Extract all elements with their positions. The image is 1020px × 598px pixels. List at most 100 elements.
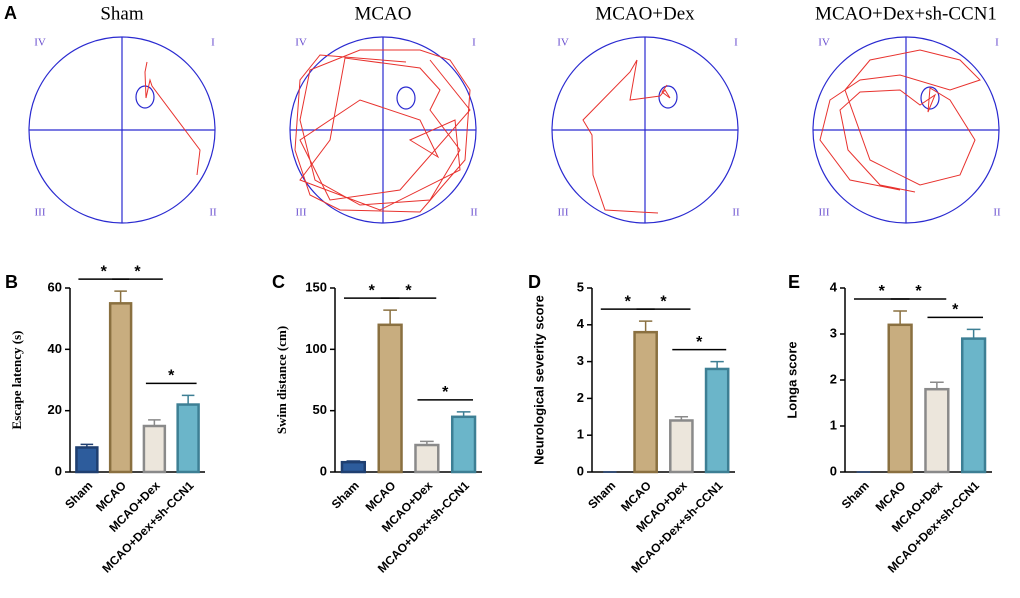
maze-title: Sham (100, 3, 144, 24)
quadrant-label: II (209, 207, 217, 219)
trajectory (294, 49, 471, 213)
y-tick-label: 60 (48, 279, 62, 294)
bar (669, 419, 694, 474)
bar (75, 446, 99, 474)
bar (377, 323, 403, 474)
panel-label: C (272, 272, 285, 292)
bar (108, 302, 133, 474)
significance-star: * (168, 368, 175, 385)
y-tick-label: 2 (830, 371, 837, 386)
y-tick-label: 0 (577, 463, 584, 478)
error-bar (710, 360, 724, 369)
quadrant-label: II (470, 207, 478, 219)
x-tick-label: Sham (329, 478, 362, 511)
y-tick-label: 1 (577, 427, 584, 442)
quadrant-label: II (732, 207, 740, 219)
platform (658, 85, 678, 109)
quadrant-label: I (995, 37, 999, 49)
y-tick-label: 4 (830, 279, 838, 294)
error-bar (638, 320, 653, 333)
quadrant-label: IV (818, 37, 830, 49)
panel-label: D (528, 272, 541, 292)
y-tick-label: 3 (830, 325, 837, 340)
quadrant-label: II (993, 207, 1001, 219)
significance-star: * (879, 283, 886, 300)
error-bar (966, 328, 981, 339)
y-tick-label: 0 (320, 463, 327, 478)
trajectory (144, 61, 201, 176)
y-tick-label: 100 (305, 341, 327, 356)
significance-star: * (660, 293, 667, 310)
significance-star: * (369, 282, 376, 299)
error-bar (383, 309, 397, 325)
error-bar (420, 440, 434, 446)
quadrant-label: III (35, 207, 46, 219)
y-tick-label: 0 (55, 463, 62, 478)
quadrant-label: III (558, 207, 569, 219)
significance-star: * (442, 384, 449, 401)
maze-title: MCAO (354, 3, 411, 24)
panel-label: E (788, 272, 800, 292)
error-bar (148, 419, 161, 426)
y-axis-label: Neurological severity score (531, 295, 546, 465)
y-axis-label: Longa score (784, 341, 799, 418)
significance-star: * (405, 282, 412, 299)
platform (135, 85, 155, 109)
quadrant-label: IV (557, 37, 569, 49)
bar (176, 403, 200, 474)
bar (924, 387, 950, 474)
x-tick-label: Sham (839, 478, 872, 511)
x-tick-label: MCAO (363, 478, 399, 514)
y-tick-label: 3 (577, 353, 584, 368)
x-tick-label: Sham (62, 478, 95, 511)
error-bar (114, 290, 127, 304)
y-tick-label: 50 (313, 402, 327, 417)
panel-label: B (5, 272, 18, 292)
x-tick-label: MCAO (873, 478, 909, 514)
bar (414, 443, 440, 474)
y-tick-label: 5 (577, 279, 584, 294)
quadrant-label: I (734, 37, 738, 49)
y-tick-label: 40 (48, 341, 62, 356)
y-axis-label: Escape latency (s) (9, 331, 24, 430)
trajectory (819, 49, 981, 193)
trajectory (582, 59, 671, 214)
y-tick-label: 1 (830, 417, 837, 432)
maze-title: MCAO+Dex (595, 3, 695, 24)
significance-star: * (134, 263, 141, 280)
error-bar (456, 411, 471, 417)
y-tick-label: 150 (305, 279, 327, 294)
y-tick-label: 20 (48, 402, 62, 417)
bar (450, 415, 477, 474)
platform (920, 86, 940, 110)
bar (633, 330, 658, 474)
platform (396, 86, 416, 110)
bar (704, 367, 730, 474)
significance-star: * (101, 263, 108, 280)
error-bar (181, 394, 195, 405)
error-bar (346, 460, 361, 463)
panel-label: A (4, 3, 17, 23)
y-tick-label: 4 (577, 316, 585, 331)
significance-star: * (915, 283, 922, 300)
maze-title: MCAO+Dex+sh-CCN1 (815, 3, 997, 24)
error-bar (893, 310, 907, 325)
y-tick-label: 2 (577, 390, 584, 405)
quadrant-label: IV (34, 37, 46, 49)
significance-star: * (696, 334, 703, 351)
y-tick-label: 0 (830, 463, 837, 478)
quadrant-label: IV (295, 37, 307, 49)
significance-star: * (625, 293, 632, 310)
quadrant-label: III (819, 207, 830, 219)
error-bar (930, 381, 944, 390)
bar (142, 424, 167, 474)
quadrant-label: I (211, 37, 215, 49)
bar (887, 323, 913, 474)
error-bar (80, 443, 94, 448)
quadrant-label: III (296, 207, 307, 219)
y-axis-label: Swim distance (cm) (274, 326, 289, 434)
bar (960, 337, 987, 474)
x-tick-label: Sham (585, 478, 618, 511)
